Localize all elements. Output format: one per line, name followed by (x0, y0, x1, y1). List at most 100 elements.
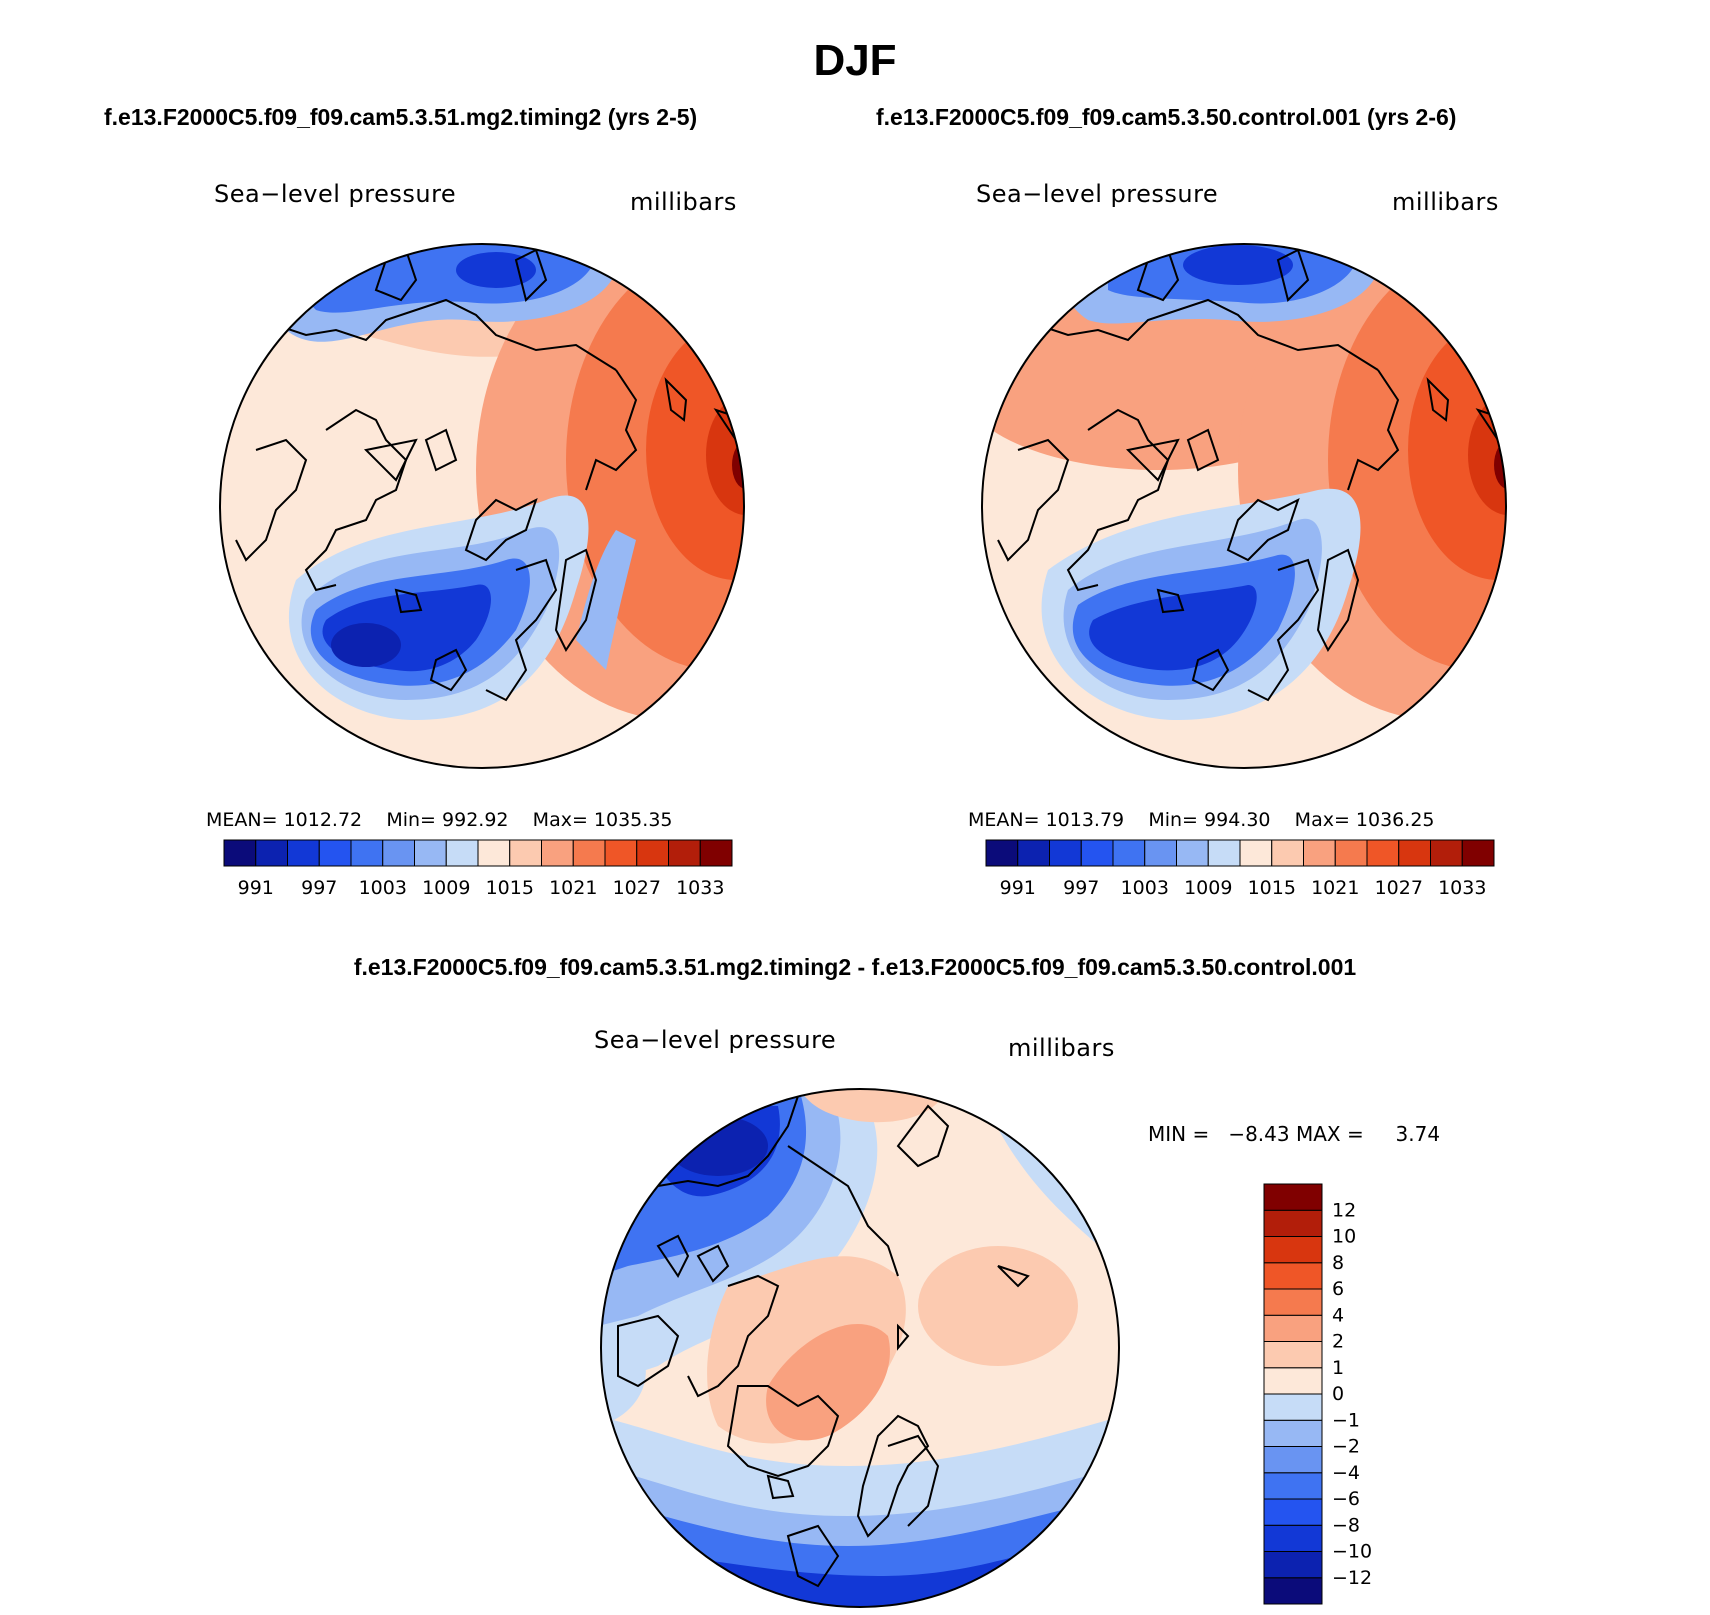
panel-control-max-value: 1036.25 (1355, 809, 1435, 831)
colorbar-control-swatch (1049, 839, 1082, 867)
colorbar-control-swatch (1239, 839, 1273, 867)
colorbar-diff-tick-label: 2 (1332, 1331, 1344, 1353)
test-case-title: f.e13.F2000C5.f09_f09.cam5.3.51.mg2.timi… (104, 104, 698, 130)
colorbar-diff-tick-label: −12 (1332, 1567, 1372, 1589)
colorbar-diff-tick-label: −6 (1332, 1488, 1360, 1510)
colorbar-diff-tick-label: 0 (1332, 1383, 1344, 1405)
colorbar-diff-swatch (1263, 1262, 1323, 1290)
colorbar-control-tick-label: 1027 (1375, 877, 1423, 899)
colorbar-test-swatch (414, 839, 447, 867)
colorbar-diff-swatch (1263, 1314, 1323, 1342)
colorbar-diff-tick-label: 6 (1332, 1278, 1344, 1300)
colorbar-diff-swatch (1263, 1236, 1323, 1264)
panel-test-stats: MEAN= 1012.72 Min= 992.92 Max= 1035.35 (206, 809, 673, 831)
colorbar-diff-swatch (1263, 1472, 1323, 1500)
colorbar-control-swatch (1112, 839, 1146, 867)
panel-control-mean-label: MEAN= (968, 809, 1040, 831)
diff-max-value: 3.74 (1395, 1122, 1441, 1146)
colorbar-test-swatch (668, 839, 701, 867)
colorbar-control-tick-label: 1015 (1248, 877, 1296, 899)
colorbar-diff-tick-label: 1 (1332, 1357, 1344, 1379)
colorbar-control-tick-label: 1003 (1121, 877, 1169, 899)
colorbar-diff-tick-label: 4 (1332, 1304, 1344, 1326)
colorbar-diff-tick-label: 10 (1332, 1226, 1356, 1248)
colorbar-control-swatch (1144, 839, 1177, 867)
colorbar-test-swatch (509, 839, 542, 867)
colorbar-control-swatch (1430, 839, 1463, 867)
colorbar-diff-swatch (1263, 1341, 1323, 1369)
colorbar-test-swatch (223, 839, 257, 867)
colorbar-test-tick-label: 997 (301, 877, 337, 899)
colorbar-test-swatch (572, 839, 606, 867)
colorbar-test-tick-label: 1021 (549, 877, 597, 899)
colorbar-diff-tick-label: 8 (1332, 1252, 1344, 1274)
diff-max-label: MAX = (1295, 1122, 1364, 1146)
colorbar-control-swatch (1271, 839, 1304, 867)
map-control-coastlines (997, 248, 1506, 702)
panel-control-max-label: Max= (1294, 809, 1350, 831)
colorbar-diff-swatch (1263, 1393, 1323, 1421)
panel-test-max-value: 1035.35 (593, 809, 673, 831)
panel-control-min-value: 994.30 (1204, 809, 1271, 831)
diff-field-label: Sea−level pressure (594, 1026, 837, 1054)
colorbar-diff-swatch (1263, 1419, 1323, 1447)
diff-minmax: MIN = −8.43 MAX = 3.74 (1148, 1122, 1440, 1146)
colorbar-diff-swatch (1263, 1446, 1323, 1474)
colorbar-test-swatch (445, 839, 479, 867)
colorbar-diff-tick-label: −8 (1332, 1514, 1360, 1536)
panel-control-min-label: Min= (1148, 809, 1198, 831)
colorbar-control-swatch (1398, 839, 1431, 867)
colorbar-control-swatch (1176, 839, 1209, 867)
colorbar-test-swatch (604, 839, 638, 867)
panel-test-min-label: Min= (386, 809, 436, 831)
colorbar-diff-swatch (1263, 1288, 1323, 1316)
colorbar-test-swatch (287, 839, 320, 867)
panel-test-max-label: Max= (532, 809, 588, 831)
colorbar-control-tick-label: 997 (1063, 877, 1099, 899)
colorbar-test-tick-label: 991 (238, 877, 274, 899)
colorbar-test-swatch (477, 839, 511, 867)
figure-title: DJF (813, 36, 897, 85)
colorbar-test-tick-label: 1003 (359, 877, 407, 899)
colorbar-test-tick-label: 1009 (422, 877, 470, 899)
colorbar-control-tick-label: 1021 (1311, 877, 1359, 899)
colorbar-control-swatch (1334, 839, 1368, 867)
panel-test-mean-value: 1012.72 (283, 809, 363, 831)
colorbar-test-tick-label: 1015 (486, 877, 534, 899)
diff-min-label: MIN = (1148, 1122, 1210, 1146)
colorbar-control-swatch (1461, 839, 1495, 867)
colorbar-diff-swatch (1263, 1209, 1323, 1237)
colorbar-test-swatch (699, 839, 733, 867)
panel-control-mean-value: 1013.79 (1045, 809, 1125, 831)
diff-units-label: millibars (1008, 1034, 1115, 1062)
panel-test-field-label: Sea−level pressure (214, 180, 457, 208)
colorbar-control-tick-label: 1033 (1438, 877, 1486, 899)
colorbar-diff-swatch (1263, 1551, 1323, 1579)
colorbar-test-swatch (636, 839, 669, 867)
panel-control-field-label: Sea−level pressure (976, 180, 1219, 208)
panel-test-mean-label: MEAN= (206, 809, 278, 831)
colorbar-diff-swatch (1263, 1498, 1323, 1526)
colorbar-test-swatch (382, 839, 415, 867)
colorbar-control: 991 997 1003 1009 1015 1021 1027 1033 (985, 839, 1495, 899)
panel-test-min-value: 992.92 (442, 809, 509, 831)
map-diff (600, 1088, 1120, 1608)
colorbar-test-swatch (318, 839, 352, 867)
colorbar-control-swatch (1207, 839, 1241, 867)
colorbar-control-swatch (1303, 839, 1336, 867)
panel-control-stats: MEAN= 1013.79 Min= 994.30 Max= 1036.25 (968, 809, 1435, 831)
colorbar-control-swatch (1366, 839, 1400, 867)
map-test-border (219, 243, 745, 769)
colorbar-test-tick-label: 1027 (613, 877, 661, 899)
colorbar-diff-tick-label: −4 (1332, 1462, 1360, 1484)
control-case-title: f.e13.F2000C5.f09_f09.cam5.3.50.control.… (876, 104, 1457, 130)
panel-control-units-label: millibars (1392, 188, 1499, 216)
colorbar-diff-tick-label: 12 (1332, 1199, 1356, 1221)
diff-title: f.e13.F2000C5.f09_f09.cam5.3.51.mg2.timi… (353, 954, 1357, 980)
colorbar-diff-swatch (1263, 1524, 1323, 1552)
map-diff-border (600, 1088, 1120, 1608)
panel-test-units-label: millibars (630, 188, 737, 216)
map-diff-coastlines (617, 1095, 1030, 1588)
colorbar-control-tick-label: 1009 (1184, 877, 1232, 899)
